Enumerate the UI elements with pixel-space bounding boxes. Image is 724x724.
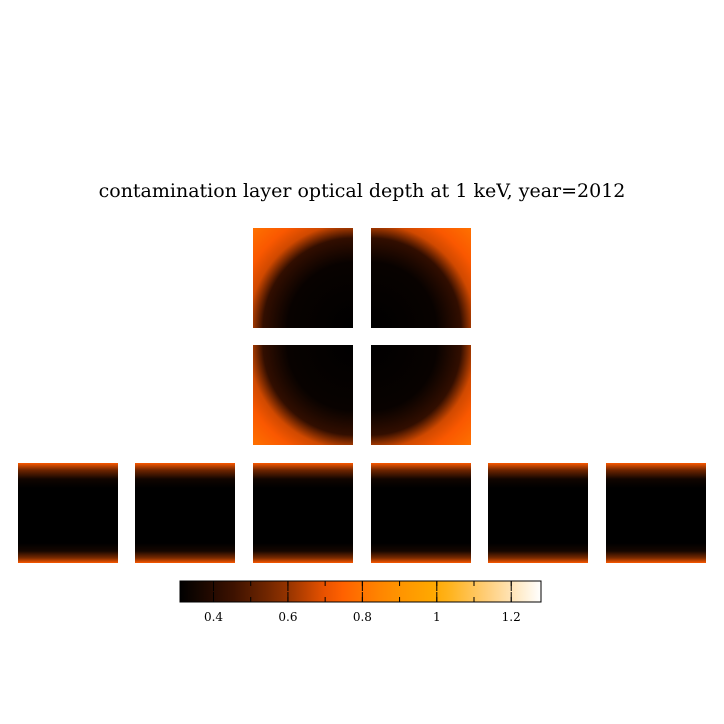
ccd-chip-s1 [135,463,235,563]
chart-title: contamination layer optical depth at 1 k… [99,180,626,202]
colorbar-tick-label: 0.8 [353,610,372,624]
ccd-chip-s2 [253,463,353,563]
colorbar: 0.4 0.6 0.8 1 1.2 [180,581,541,624]
ccd-chip-s5 [606,463,706,563]
ccd-chip-i1 [371,228,471,328]
colorbar-tick-label: 0.6 [278,610,297,624]
colorbar-tick-label: 1.2 [502,610,521,624]
ccd-chip-i2 [253,345,353,445]
ccd-chip-s4 [488,463,588,563]
colorbar-gradient [180,581,541,602]
colorbar-tick-label: 0.4 [204,610,223,624]
colorbar-tick-label: 1 [433,610,441,624]
ccd-chip-s3 [371,463,471,563]
ccd-chip-i0 [253,228,353,328]
ccd-chip-array [18,228,706,563]
ccd-chip-s0 [18,463,118,563]
ccd-chip-i3 [371,345,471,445]
